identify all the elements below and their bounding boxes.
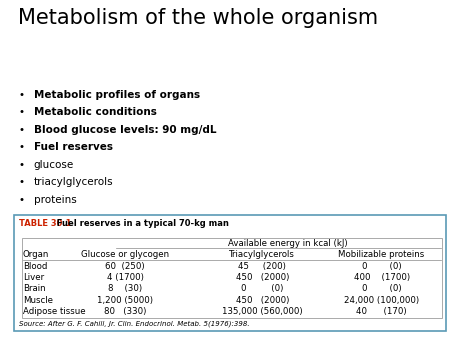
Text: Muscle: Muscle <box>23 296 53 305</box>
Text: Triacylglycerols: Triacylglycerols <box>230 250 295 259</box>
Text: Mobilizable proteins: Mobilizable proteins <box>338 250 425 259</box>
Text: proteins: proteins <box>34 195 76 205</box>
Text: Organ: Organ <box>23 250 50 259</box>
Text: 80   (330): 80 (330) <box>104 307 146 316</box>
Text: 135,000 (560,000): 135,000 (560,000) <box>222 307 303 316</box>
Text: triacylglycerols: triacylglycerols <box>34 177 113 188</box>
Text: 450   (2000): 450 (2000) <box>236 296 289 305</box>
Text: •: • <box>18 90 24 100</box>
Text: 0         (0): 0 (0) <box>241 285 284 293</box>
Text: Available energy in kcal (kJ): Available energy in kcal (kJ) <box>228 239 348 247</box>
Text: 0        (0): 0 (0) <box>362 285 401 293</box>
Text: 60  (250): 60 (250) <box>105 262 145 271</box>
Text: 1,200 (5000): 1,200 (5000) <box>97 296 153 305</box>
Text: Blood: Blood <box>23 262 47 271</box>
Text: •: • <box>18 177 24 188</box>
Text: Blood glucose levels: 90 mg/dL: Blood glucose levels: 90 mg/dL <box>34 125 216 135</box>
Text: TABLE 30.1: TABLE 30.1 <box>19 219 72 228</box>
Text: Fuel reserves in a typical 70-kg man: Fuel reserves in a typical 70-kg man <box>51 219 229 228</box>
Text: •: • <box>18 142 24 152</box>
Text: 45     (200): 45 (200) <box>238 262 286 271</box>
FancyBboxPatch shape <box>22 238 442 318</box>
Text: 400    (1700): 400 (1700) <box>354 273 410 282</box>
Text: glucose: glucose <box>34 160 74 170</box>
Text: Fuel reserves: Fuel reserves <box>34 142 113 152</box>
Text: •: • <box>18 160 24 170</box>
Text: •: • <box>18 125 24 135</box>
Text: 24,000 (100,000): 24,000 (100,000) <box>344 296 419 305</box>
Text: Glucose or glycogen: Glucose or glycogen <box>81 250 169 259</box>
FancyBboxPatch shape <box>14 215 446 331</box>
Text: Metabolism of the whole organism: Metabolism of the whole organism <box>18 8 378 28</box>
Text: Metabolic conditions: Metabolic conditions <box>34 107 157 117</box>
Text: 40      (170): 40 (170) <box>356 307 407 316</box>
Text: Metabolic profiles of organs: Metabolic profiles of organs <box>34 90 200 100</box>
Text: Brain: Brain <box>23 285 45 293</box>
Text: 4 (1700): 4 (1700) <box>107 273 144 282</box>
Text: 0        (0): 0 (0) <box>362 262 401 271</box>
Text: •: • <box>18 107 24 117</box>
Text: Liver: Liver <box>23 273 44 282</box>
Text: Adipose tissue: Adipose tissue <box>23 307 86 316</box>
Text: •: • <box>18 195 24 205</box>
Text: 8    (30): 8 (30) <box>108 285 142 293</box>
Text: Source: After G. F. Cahill, Jr. Clin. Endocrinol. Metab. 5(1976):398.: Source: After G. F. Cahill, Jr. Clin. En… <box>19 320 249 327</box>
Text: 450   (2000): 450 (2000) <box>236 273 289 282</box>
